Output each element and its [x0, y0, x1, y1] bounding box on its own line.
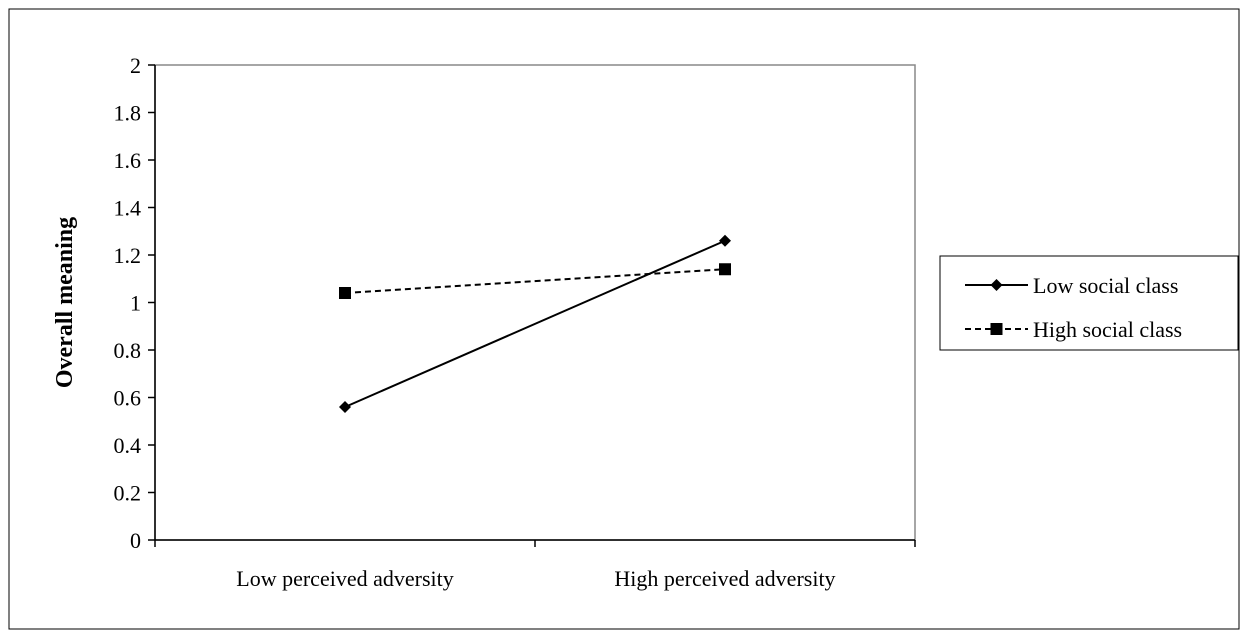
data-point-diamond: [990, 279, 1003, 291]
y-tick-label: 0.8: [114, 338, 142, 363]
legend-box: [939, 255, 1239, 351]
y-tick-label: 1: [130, 291, 141, 316]
y-tick-label: 0.2: [114, 481, 142, 506]
y-tick-label: 0.4: [114, 433, 142, 458]
y-tick-label: 1.4: [114, 196, 142, 221]
y-axis: 0 0.2 0.4 0.6 0.8 1 1.2 1.4 1.6 1.8 2: [114, 53, 156, 553]
data-point-square: [719, 263, 731, 276]
series-layer: [339, 234, 731, 413]
x-tick-label: Low perceived adversity: [236, 566, 453, 591]
plot-area: [154, 64, 916, 541]
data-point-diamond: [339, 401, 351, 413]
y-tick-label: 1.2: [114, 243, 142, 268]
data-point-square: [990, 323, 1003, 335]
legend-label: Low social class: [1033, 273, 1178, 298]
y-tick-label: 2: [130, 53, 141, 78]
x-tick-label: High perceived adversity: [614, 566, 835, 591]
y-axis-title: Overall meaning: [52, 217, 78, 388]
y-tick-label: 0: [130, 528, 141, 553]
data-point-diamond: [719, 234, 731, 247]
series-line-2: [344, 268, 726, 294]
y-tick-label: 1.6: [114, 148, 142, 173]
series-line-1: [344, 239, 726, 408]
x-axis: Low perceived adversity High perceived ad…: [154, 539, 916, 591]
legend: Low social class High social class: [939, 255, 1239, 351]
y-tick-label: 1.8: [114, 101, 142, 126]
legend-label: High social class: [1033, 317, 1182, 342]
data-point-square: [339, 287, 351, 299]
y-tick-label: 0.6: [114, 386, 142, 411]
chart-border: [8, 8, 1240, 630]
